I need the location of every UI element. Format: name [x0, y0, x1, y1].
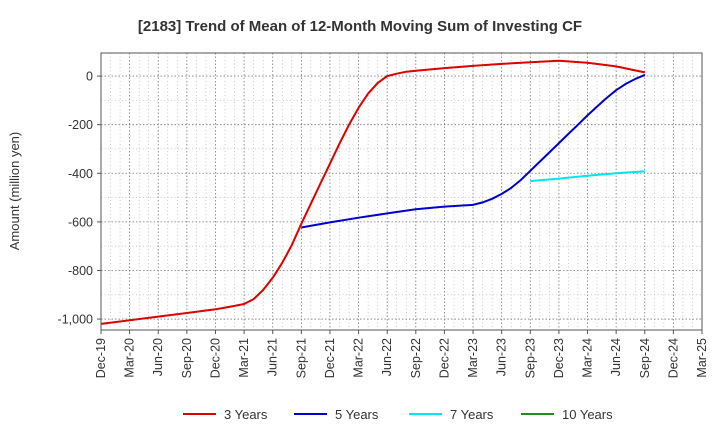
x-tick-label: Sep-20 [180, 338, 194, 378]
x-tick-label: Mar-21 [237, 338, 251, 378]
y-tick-label: 0 [86, 70, 93, 84]
legend: 3 Years 5 Years 7 Years 10 Years [183, 407, 613, 422]
x-axis: Dec-19 Mar-20 Jun-20 Sep-20 Dec-20 Mar-21 Jun-… [94, 330, 709, 378]
series-line-3-years [100, 59, 646, 325]
x-tick-label: Mar-25 [695, 338, 709, 378]
plot-border [100, 52, 703, 331]
legend-label: 7 Years [450, 407, 494, 422]
y-tick-label: -200 [68, 118, 93, 132]
series-lines [100, 59, 646, 325]
chart-title: [2183] Trend of Mean of 12-Month Moving … [138, 18, 582, 35]
x-tick-label: Mar-22 [352, 338, 366, 378]
legend-label: 10 Years [562, 407, 613, 422]
y-tick-label: -400 [68, 167, 93, 181]
y-tick-label: -600 [68, 215, 93, 229]
y-axis-label: Amount (million yen) [7, 132, 22, 251]
x-tick-label: Mar-20 [123, 338, 137, 378]
y-axis: 0 -200 -400 -600 -800 -1,000 [58, 70, 101, 327]
x-tick-label: Dec-24 [666, 338, 680, 378]
legend-label: 5 Years [335, 407, 379, 422]
x-tick-label: Jun-22 [380, 338, 394, 376]
x-tick-label: Dec-19 [94, 338, 108, 378]
series-line-5-years [301, 73, 646, 229]
y-tick-label: -1,000 [58, 313, 93, 327]
x-tick-label: Sep-22 [409, 338, 423, 378]
x-tick-label: Sep-24 [638, 338, 652, 378]
x-tick-label: Jun-23 [495, 338, 509, 376]
x-tick-label: Jun-21 [266, 338, 280, 376]
x-tick-label: Jun-20 [151, 338, 165, 376]
x-tick-label: Dec-22 [437, 338, 451, 378]
x-tick-label: Dec-23 [552, 338, 566, 378]
legend-label: 3 Years [224, 407, 268, 422]
plot-grid [100, 53, 703, 330]
x-tick-label: Dec-21 [323, 338, 337, 378]
x-tick-label: Sep-21 [294, 338, 308, 378]
series-line-7-years [530, 170, 645, 183]
x-tick-label: Mar-24 [581, 338, 595, 378]
x-tick-label: Jun-24 [609, 338, 623, 376]
x-tick-label: Sep-23 [523, 338, 537, 378]
x-tick-label: Mar-23 [466, 338, 480, 378]
x-tick-label: Dec-20 [208, 338, 222, 378]
y-tick-label: -800 [68, 264, 93, 278]
